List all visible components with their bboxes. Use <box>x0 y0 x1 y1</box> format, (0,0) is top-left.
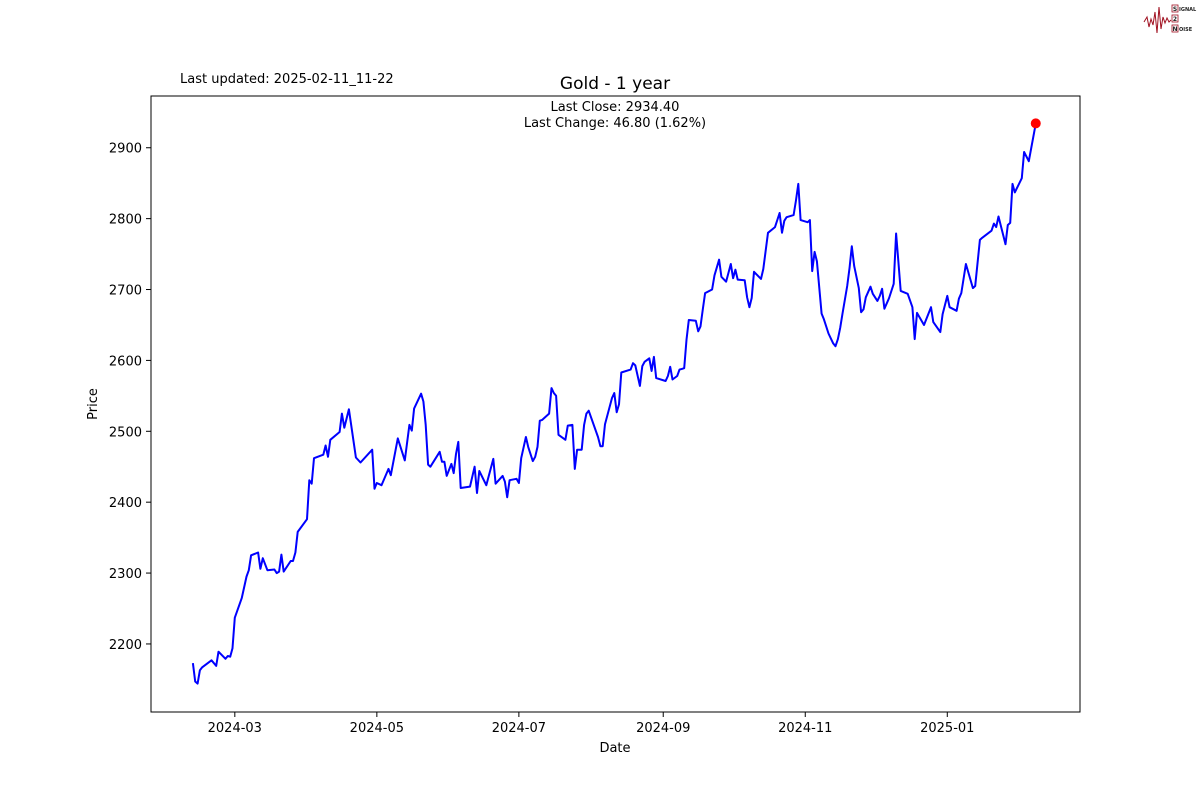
x-tick-label: 2024-05 <box>350 721 404 736</box>
logo-letter-box <box>1171 14 1179 23</box>
last-change-annotation: Last Change: 46.80 (1.62%) <box>524 116 706 131</box>
logo-initial: S <box>1173 6 1177 13</box>
x-tick-label: 2024-03 <box>208 721 262 736</box>
last-close-annotation: Last Close: 2934.40 <box>551 100 680 115</box>
chart-title: Gold - 1 year <box>560 74 670 94</box>
logo-wave-icon <box>1143 6 1172 34</box>
y-tick-label: 2600 <box>109 354 142 369</box>
y-tick-label: 2800 <box>109 213 142 228</box>
y-tick-label: 2200 <box>109 638 142 653</box>
logo-word: IGNAL <box>1179 7 1197 13</box>
x-tick-label: 2024-07 <box>492 721 546 736</box>
x-tick-label: 2025-01 <box>920 721 974 736</box>
y-tick-label: 2400 <box>109 496 142 511</box>
x-axis-label: Date <box>599 741 630 756</box>
x-axis-ticks: 2024-03 2024-05 2024-07 2024-09 2024-11 2025-… <box>208 712 974 736</box>
y-tick-label: 2700 <box>109 284 142 299</box>
logo-initial: N <box>1172 26 1177 33</box>
logo-letter-box <box>1171 24 1179 33</box>
x-tick-label: 2024-11 <box>778 721 832 736</box>
logo-letter-box <box>1171 4 1179 13</box>
x-tick-label: 2024-09 <box>636 721 690 736</box>
logo-word: OISE <box>1179 27 1193 33</box>
plot-area-frame <box>150 95 1081 713</box>
last-close-marker <box>1030 118 1041 129</box>
price-series-line <box>191 123 1037 685</box>
y-axis-ticks: 2200 2300 2400 2500 2600 2700 2800 2900 <box>109 142 151 653</box>
y-tick-label: 2900 <box>109 142 142 157</box>
y-axis-label: Price <box>86 388 101 420</box>
y-tick-label: 2500 <box>109 425 142 440</box>
logo-initial: 2 <box>1173 16 1177 23</box>
y-tick-label: 2300 <box>109 567 142 582</box>
last-updated-label: Last updated: 2025-02-11_11-22 <box>180 72 394 87</box>
